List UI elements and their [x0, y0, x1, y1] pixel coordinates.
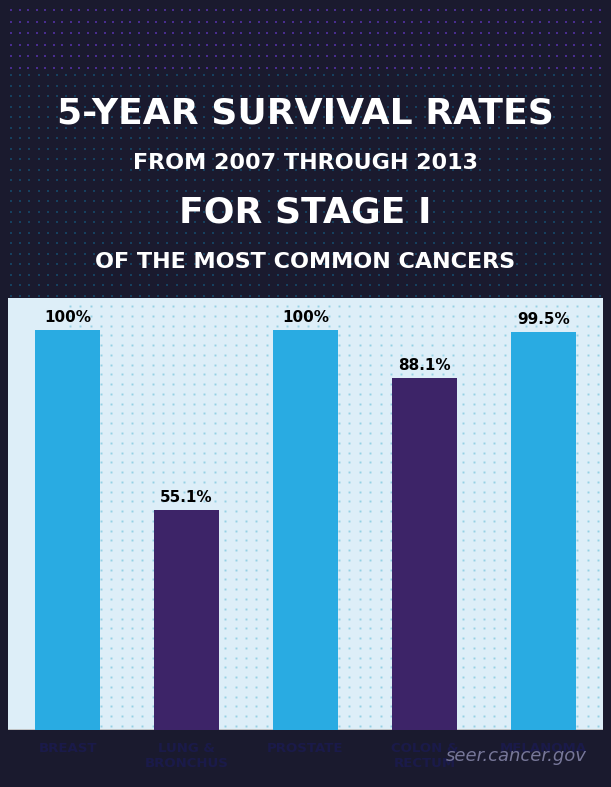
Text: 100%: 100%: [44, 310, 91, 325]
Text: FOR STAGE I: FOR STAGE I: [179, 195, 432, 230]
Text: FROM 2007 THROUGH 2013: FROM 2007 THROUGH 2013: [133, 153, 478, 173]
Text: 55.1%: 55.1%: [160, 490, 213, 504]
Text: OF THE MOST COMMON CANCERS: OF THE MOST COMMON CANCERS: [95, 252, 516, 272]
Text: 99.5%: 99.5%: [517, 312, 570, 327]
Bar: [392, 378, 457, 730]
Text: 5-YEAR SURVIVAL RATES: 5-YEAR SURVIVAL RATES: [57, 97, 554, 131]
Text: 100%: 100%: [282, 310, 329, 325]
Bar: [35, 330, 100, 730]
Text: seer.cancer.gov: seer.cancer.gov: [445, 747, 587, 765]
Text: 88.1%: 88.1%: [398, 358, 451, 373]
Bar: [511, 332, 576, 730]
Bar: [154, 510, 219, 730]
Bar: [273, 330, 338, 730]
